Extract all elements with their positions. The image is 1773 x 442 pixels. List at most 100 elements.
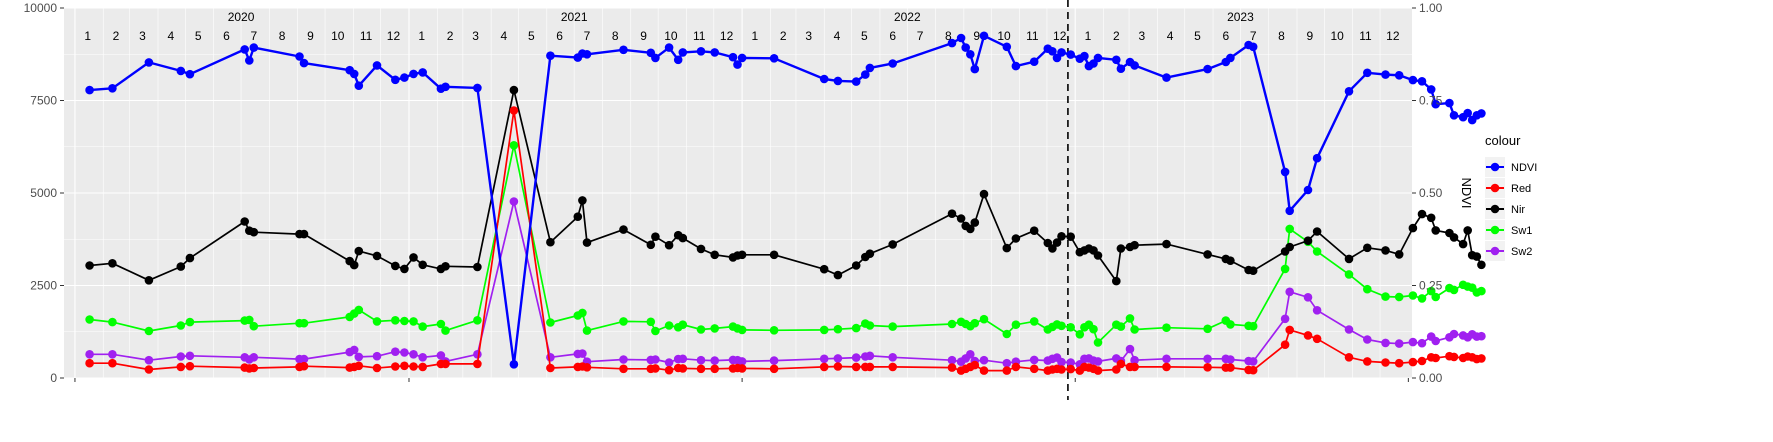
data-point-red bbox=[1280, 340, 1290, 350]
data-point-sw2 bbox=[619, 355, 628, 364]
data-point-nir bbox=[400, 264, 409, 274]
data-point-sw1 bbox=[1162, 323, 1171, 333]
right-tick-label: 0.25 bbox=[1419, 279, 1443, 293]
data-point-nir bbox=[833, 270, 843, 280]
data-point-nir bbox=[710, 250, 719, 260]
data-point-ndvi bbox=[1463, 108, 1472, 118]
data-point-sw2 bbox=[1029, 355, 1039, 365]
series-nir bbox=[85, 85, 1486, 286]
data-point-ndvi bbox=[144, 58, 154, 67]
data-point-sw1 bbox=[1408, 291, 1418, 300]
data-point-ndvi bbox=[1394, 71, 1404, 80]
data-point-red bbox=[737, 364, 747, 373]
data-point-nir bbox=[418, 260, 428, 270]
data-point-nir bbox=[851, 261, 861, 270]
data-point-red bbox=[970, 360, 980, 370]
data-point-sw1 bbox=[546, 318, 555, 327]
data-point-red bbox=[1130, 362, 1139, 372]
data-point-ndvi bbox=[678, 48, 688, 57]
data-point-nir bbox=[888, 240, 897, 249]
data-point-sw1 bbox=[473, 316, 482, 325]
data-point-ndvi bbox=[418, 68, 428, 77]
data-point-nir bbox=[1066, 232, 1075, 241]
data-point-sw2 bbox=[546, 353, 555, 362]
data-point-sw1 bbox=[851, 323, 861, 333]
data-point-sw2 bbox=[710, 356, 719, 365]
month-label: 9 bbox=[307, 29, 314, 43]
right-axis-title: NDVI bbox=[1459, 177, 1474, 208]
data-point-sw1 bbox=[108, 317, 117, 327]
data-point-red bbox=[664, 365, 674, 375]
month-label: 6 bbox=[223, 29, 230, 43]
data-point-sw2 bbox=[144, 355, 154, 365]
data-point-ndvi bbox=[1285, 206, 1294, 216]
month-label: 3 bbox=[472, 29, 479, 43]
data-point-nir bbox=[819, 264, 829, 274]
data-point-ndvi bbox=[956, 33, 966, 43]
month-label: 12 bbox=[720, 29, 734, 43]
data-point-nir bbox=[473, 262, 482, 272]
data-point-sw1 bbox=[400, 316, 409, 326]
legend-key-point bbox=[1490, 183, 1500, 193]
legend-label: Sw2 bbox=[1511, 246, 1532, 258]
data-point-sw2 bbox=[249, 353, 259, 362]
data-point-sw1 bbox=[678, 320, 688, 330]
data-point-sw2 bbox=[1203, 354, 1212, 364]
data-point-sw1 bbox=[833, 324, 843, 334]
data-point-ndvi bbox=[947, 38, 957, 48]
legend-item-sw2: Sw2 bbox=[1485, 241, 1532, 261]
data-point-ndvi bbox=[769, 54, 779, 63]
month-label: 5 bbox=[861, 29, 868, 43]
data-point-nir bbox=[1248, 266, 1258, 276]
data-point-sw1 bbox=[409, 317, 418, 326]
month-label: 5 bbox=[1194, 29, 1201, 43]
data-point-ndvi bbox=[1066, 50, 1075, 59]
data-point-sw1 bbox=[441, 326, 450, 335]
month-label: 1 bbox=[752, 29, 759, 43]
month-label: 6 bbox=[1222, 29, 1229, 43]
data-point-ndvi bbox=[1226, 53, 1235, 63]
data-point-red bbox=[1226, 363, 1235, 372]
legend-title: colour bbox=[1485, 133, 1521, 148]
data-point-red bbox=[1162, 362, 1171, 372]
data-point-sw2 bbox=[664, 358, 674, 367]
data-point-nir bbox=[979, 189, 989, 199]
data-point-sw2 bbox=[409, 350, 418, 359]
data-point-sw1 bbox=[664, 321, 674, 330]
data-point-sw2 bbox=[1130, 355, 1139, 365]
data-point-sw1 bbox=[888, 322, 897, 331]
data-point-red bbox=[710, 364, 719, 374]
data-point-sw1 bbox=[1477, 286, 1486, 296]
month-label: 10 bbox=[664, 29, 678, 43]
data-point-sw2 bbox=[578, 349, 587, 358]
data-point-sw2 bbox=[1002, 358, 1012, 368]
data-point-sw1 bbox=[1431, 292, 1440, 302]
data-point-nir bbox=[678, 233, 688, 243]
data-point-sw2 bbox=[1477, 331, 1486, 341]
data-point-red bbox=[1303, 331, 1313, 340]
data-point-ndvi bbox=[728, 52, 738, 62]
data-point-ndvi bbox=[1303, 185, 1313, 195]
month-label: 1 bbox=[1085, 29, 1092, 43]
data-point-nir bbox=[1458, 239, 1468, 249]
data-point-red bbox=[176, 362, 186, 372]
data-point-sw2 bbox=[473, 350, 482, 359]
data-point-nir bbox=[1226, 256, 1235, 266]
data-point-nir bbox=[582, 238, 592, 247]
data-point-sw1 bbox=[651, 326, 660, 336]
year-label: 2020 bbox=[228, 10, 255, 24]
data-point-sw1 bbox=[1011, 320, 1021, 330]
data-point-ndvi bbox=[400, 73, 409, 82]
data-point-sw1 bbox=[85, 315, 94, 324]
data-point-sw2 bbox=[1066, 358, 1075, 367]
data-point-nir bbox=[1381, 246, 1390, 255]
data-point-red bbox=[185, 361, 195, 371]
month-label: 1 bbox=[84, 29, 91, 43]
data-point-sw2 bbox=[1162, 354, 1171, 364]
data-point-red bbox=[696, 364, 706, 374]
data-point-ndvi bbox=[108, 84, 117, 93]
data-point-ndvi bbox=[1002, 42, 1012, 52]
data-point-nir bbox=[1002, 243, 1012, 253]
data-point-red bbox=[769, 364, 779, 374]
data-point-nir bbox=[185, 253, 195, 263]
